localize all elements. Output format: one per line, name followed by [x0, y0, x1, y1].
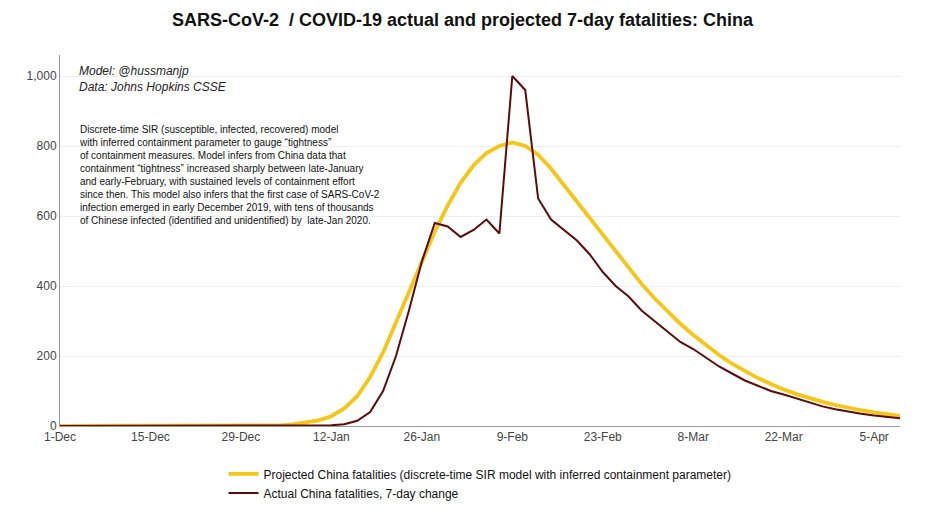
- svg-text:Model: @hussmanjpData: Johns H: Model: @hussmanjpData: Johns Hopkins CSS…: [79, 64, 227, 94]
- svg-text:400: 400: [37, 279, 57, 293]
- svg-text:8-Mar: 8-Mar: [678, 430, 709, 444]
- svg-text:SARS-CoV-2 / COVID-19 actual: SARS-CoV-2 / COVID-19 actual and project…: [172, 10, 754, 30]
- svg-text:26-Jan: 26-Jan: [403, 430, 440, 444]
- svg-text:15-Dec: 15-Dec: [131, 430, 170, 444]
- svg-text:9-Feb: 9-Feb: [497, 430, 529, 444]
- svg-text:22-Mar: 22-Mar: [765, 430, 803, 444]
- svg-text:5-Apr: 5-Apr: [859, 430, 888, 444]
- svg-text:0: 0: [50, 419, 57, 433]
- svg-text:23-Feb: 23-Feb: [584, 430, 622, 444]
- svg-text:800: 800: [37, 139, 57, 153]
- svg-text:1-Dec: 1-Dec: [44, 430, 76, 444]
- svg-text:200: 200: [37, 349, 57, 363]
- svg-text:Projected China fatalities (di: Projected China fatalities (discrete-tim…: [264, 468, 732, 482]
- svg-text:600: 600: [37, 209, 57, 223]
- svg-text:29-Dec: 29-Dec: [222, 430, 261, 444]
- svg-text:Discrete-time SIR (susceptible: Discrete-time SIR (susceptible, infected…: [79, 124, 380, 226]
- svg-text:1,000: 1,000: [27, 69, 57, 83]
- svg-text:12-Jan: 12-Jan: [313, 430, 350, 444]
- svg-text:Actual China fatalities, 7-day: Actual China fatalities, 7-day change: [264, 487, 459, 501]
